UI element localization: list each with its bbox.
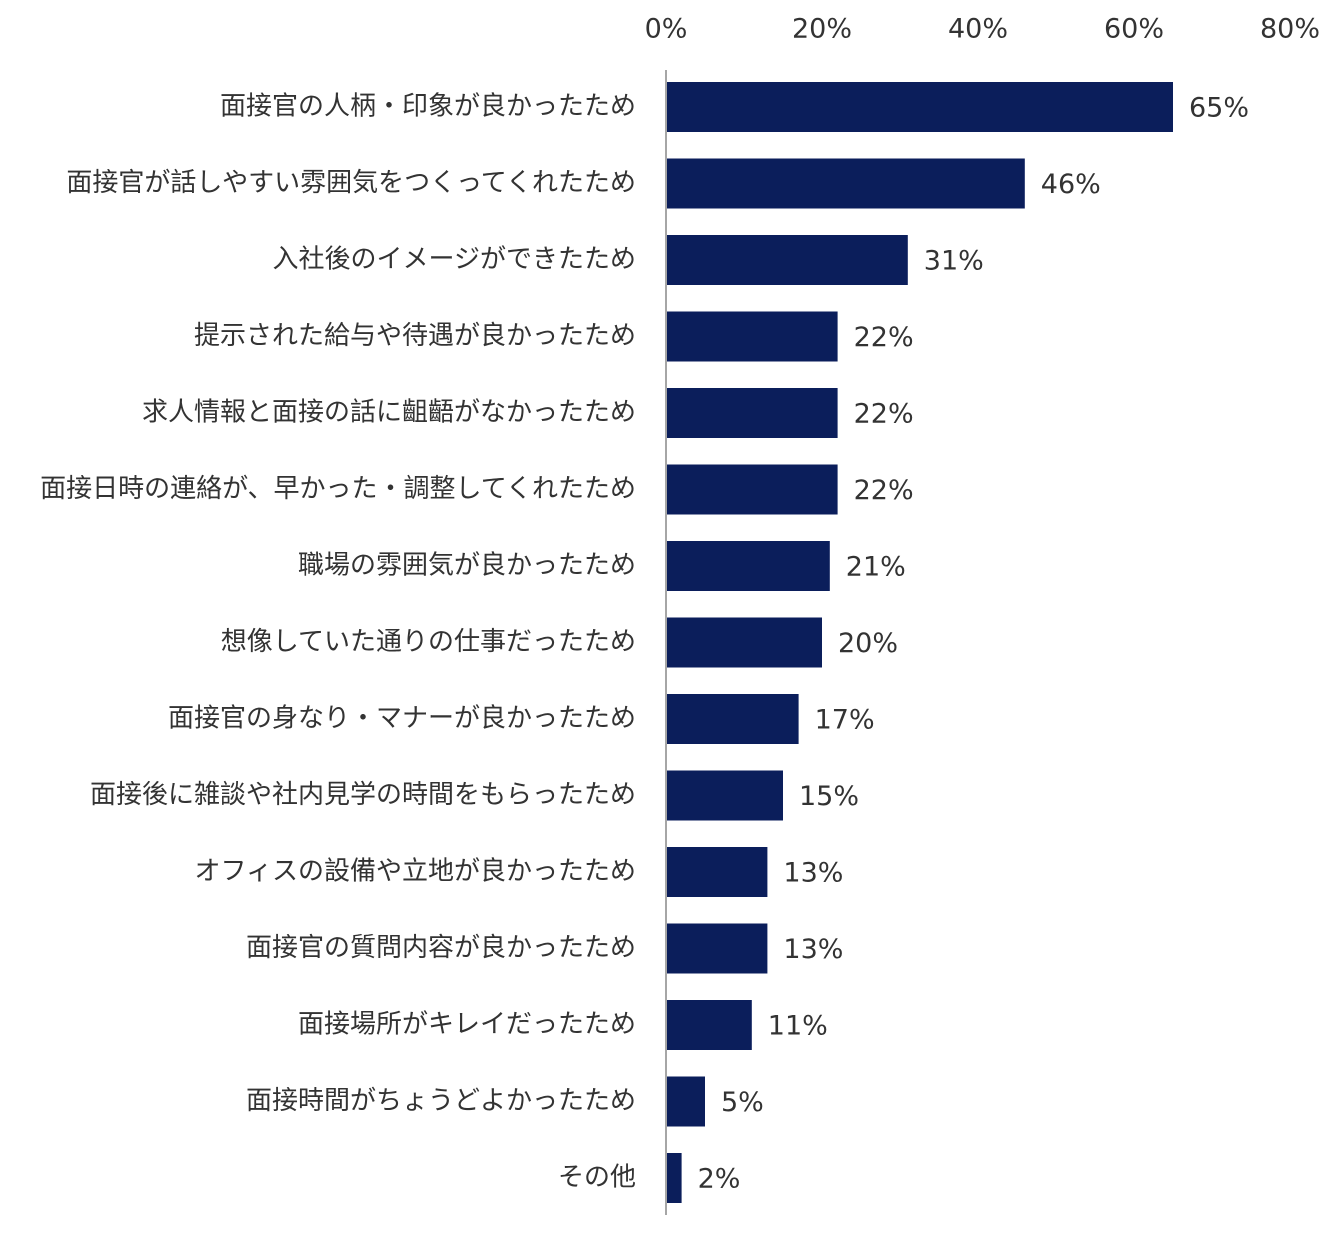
value-label: 20% <box>838 628 898 659</box>
tick-label: 0% <box>645 14 688 45</box>
tick-label: 20% <box>792 14 852 45</box>
category-label: 面接場所がキレイだったため <box>298 1010 636 1040</box>
bar <box>667 541 830 591</box>
value-label: 11% <box>768 1011 828 1042</box>
bar <box>667 1076 705 1127</box>
category-label: 提示された給与や待遇が良かったため <box>194 321 636 351</box>
value-label: 5% <box>721 1087 764 1118</box>
category-label: 面接官が話しやすい雰囲気をつくってくれたため <box>66 168 636 198</box>
value-label: 22% <box>854 475 914 506</box>
tick-label: 60% <box>1104 14 1164 45</box>
bar <box>667 158 1025 209</box>
tick-label: 80% <box>1260 14 1320 45</box>
value-label: 65% <box>1189 93 1249 124</box>
bar <box>667 694 799 744</box>
value-label: 22% <box>854 399 914 430</box>
category-label: 入社後のイメージができたため <box>273 245 636 275</box>
category-label: 職場の雰囲気が良かったため <box>298 551 636 581</box>
value-label: 46% <box>1041 169 1101 200</box>
value-label: 31% <box>924 246 984 277</box>
category-labels: 面接官の人柄・印象が良かったため面接官が話しやすい雰囲気をつくってくれたため入社… <box>40 92 636 1193</box>
bar <box>667 82 1173 132</box>
category-label: 面接官の質問内容が良かったため <box>246 933 636 963</box>
bar <box>667 235 908 285</box>
value-label: 21% <box>846 552 906 583</box>
bar <box>667 923 768 974</box>
value-label: 15% <box>799 781 859 812</box>
value-label: 2% <box>698 1164 741 1195</box>
category-label: 面接時間がちょうどよかったため <box>246 1086 636 1116</box>
bar <box>667 1153 682 1203</box>
category-label: 面接官の人柄・印象が良かったため <box>220 92 636 122</box>
category-label: 面接日時の連絡が、早かった・調整してくれたため <box>40 474 636 504</box>
value-label: 13% <box>783 858 843 889</box>
bar <box>667 311 838 362</box>
value-label: 13% <box>783 934 843 965</box>
bar <box>667 1000 752 1050</box>
category-label: オフィスの設備や立地が良かったため <box>195 857 636 887</box>
tick-label: 40% <box>948 14 1008 45</box>
category-label: 求人情報と面接の話に齟齬がなかったため <box>142 398 636 428</box>
category-label: 面接後に雑談や社内見学の時間をもらったため <box>90 780 636 810</box>
bar <box>667 770 783 821</box>
category-label: その他 <box>558 1163 636 1193</box>
bar <box>667 617 822 668</box>
bar <box>667 847 768 897</box>
bars <box>667 82 1173 1203</box>
value-label: 17% <box>815 705 875 736</box>
category-label: 想像していた通りの仕事だったため <box>221 627 636 657</box>
value-label: 22% <box>854 322 914 353</box>
bar <box>667 464 838 515</box>
x-axis-ticks: 0% 20% 40% 60% 80% <box>645 14 1320 45</box>
value-labels: 65% 46% 31% 22% 22% 22% 21% 20% 17% 15% 13% 13% 11% 5… <box>698 93 1249 1195</box>
bar <box>667 388 838 438</box>
category-label: 面接官の身なり・マナーが良かったため <box>168 704 636 734</box>
